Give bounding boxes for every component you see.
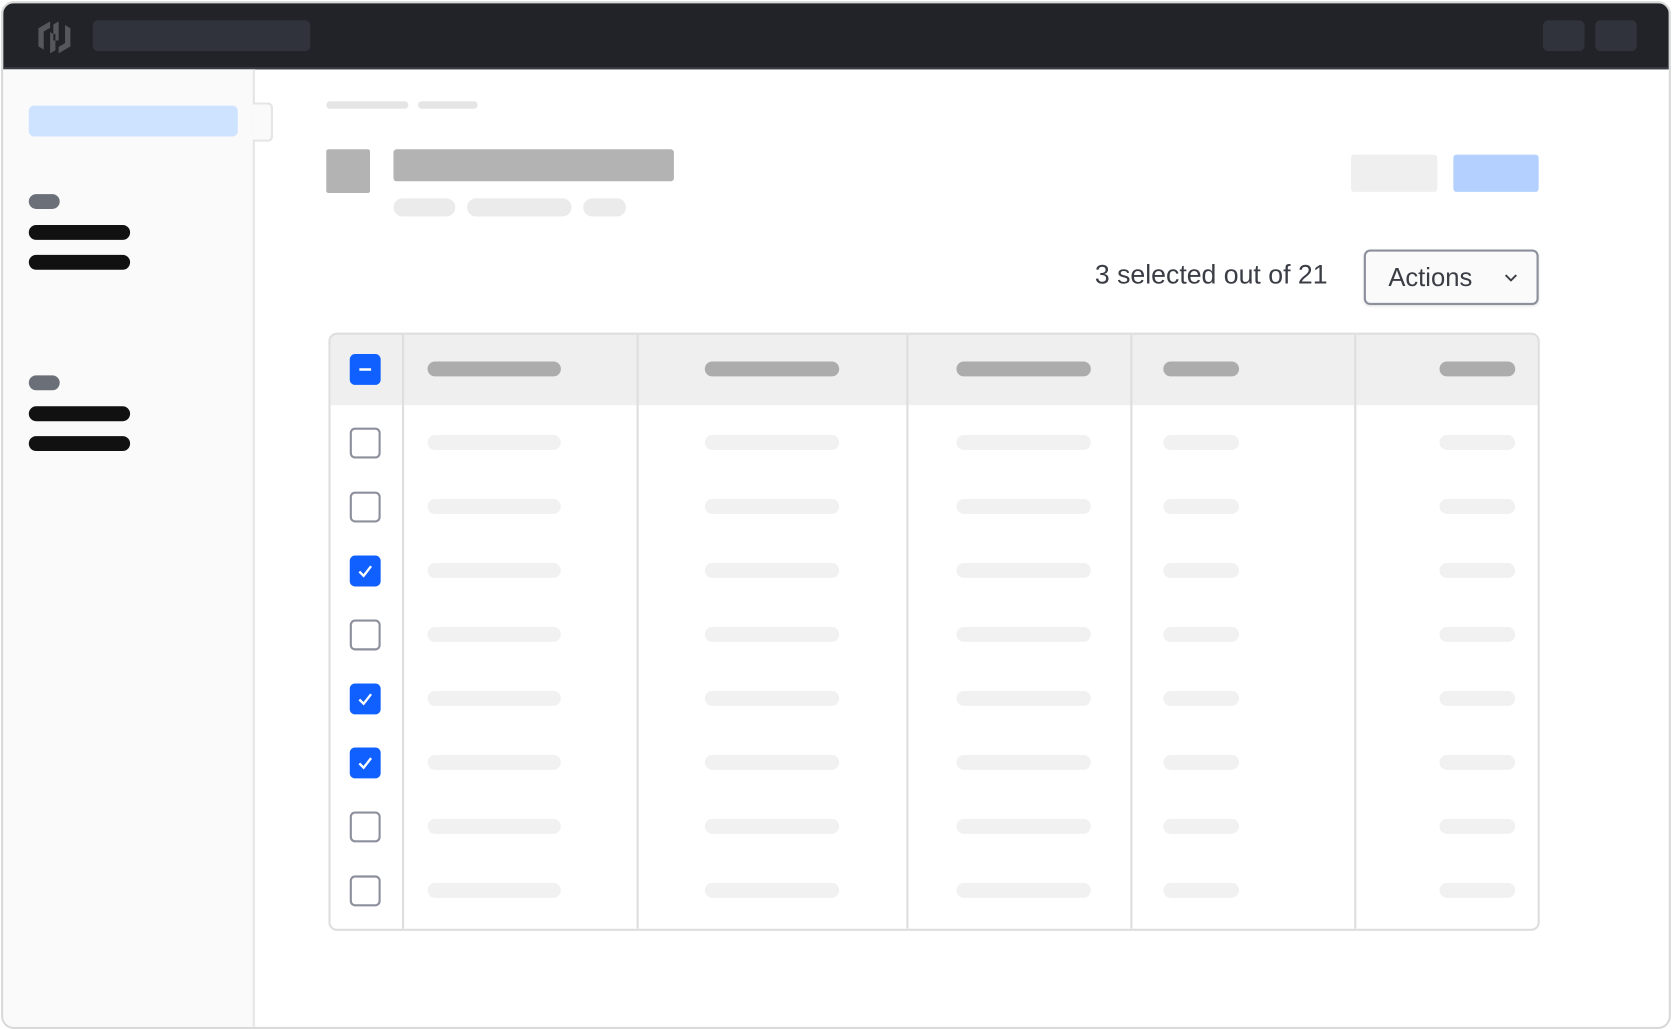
sidebar-collapse-handle[interactable] <box>252 102 273 142</box>
row-checkbox[interactable] <box>349 747 381 779</box>
actions-dropdown[interactable]: Actions <box>1363 249 1539 305</box>
table-cell <box>1163 499 1240 514</box>
table-cell <box>704 690 840 706</box>
table-cell <box>956 435 1091 450</box>
table-cell <box>956 499 1091 514</box>
breadcrumb-item[interactable] <box>326 101 409 109</box>
column-divider <box>1130 334 1133 929</box>
table-cell <box>956 818 1091 834</box>
column-header[interactable] <box>1163 361 1240 377</box>
column-divider <box>1354 334 1357 929</box>
table-cell <box>1439 626 1516 642</box>
sidebar-item-active[interactable] <box>28 105 238 137</box>
table-cell <box>704 754 840 770</box>
page-title <box>393 149 674 182</box>
breadcrumb-item[interactable] <box>417 101 478 109</box>
table-cell <box>1439 818 1516 834</box>
page-icon <box>326 149 371 194</box>
table-cell <box>427 435 561 450</box>
column-header[interactable] <box>704 361 840 377</box>
table-cell <box>704 563 840 578</box>
check-icon <box>358 693 372 706</box>
table-cell <box>704 626 840 642</box>
table-cell <box>956 563 1091 578</box>
table-cell <box>427 818 561 834</box>
row-checkbox[interactable] <box>349 875 381 907</box>
sidebar-item[interactable] <box>28 254 131 270</box>
page-badge <box>393 198 456 217</box>
row-checkbox[interactable] <box>349 811 381 843</box>
column-divider <box>401 334 405 929</box>
table-cell <box>1439 499 1516 514</box>
column-divider <box>906 334 909 929</box>
table-cell <box>956 626 1091 642</box>
table-cell <box>956 690 1091 706</box>
table-cell <box>1163 754 1240 770</box>
selection-count: 3 selected out of 21 <box>1094 260 1328 291</box>
table-cell <box>1163 818 1240 834</box>
row-checkbox[interactable] <box>349 427 381 459</box>
data-table <box>328 332 1540 931</box>
search-bar[interactable] <box>92 20 311 52</box>
table-cell <box>956 882 1091 898</box>
column-header[interactable] <box>956 361 1091 377</box>
table-cell <box>704 435 840 450</box>
table-cell <box>1163 882 1240 898</box>
actions-label: Actions <box>1388 263 1473 293</box>
table-cell <box>1163 690 1240 706</box>
table-cell <box>1439 754 1516 770</box>
table-cell <box>1163 563 1240 578</box>
minus-icon <box>359 368 372 371</box>
table-cell <box>1439 435 1516 450</box>
select-all-checkbox[interactable] <box>349 354 381 385</box>
check-icon <box>358 565 372 578</box>
table-cell <box>956 754 1091 770</box>
row-checkbox[interactable] <box>349 683 381 715</box>
top-bar <box>3 3 1669 70</box>
column-header[interactable] <box>1439 361 1516 377</box>
check-icon <box>358 757 372 770</box>
column-divider <box>636 334 639 929</box>
page-badge <box>467 198 572 217</box>
hashicorp-logo-icon[interactable] <box>35 18 73 56</box>
table-cell <box>1439 563 1516 578</box>
secondary-button[interactable] <box>1351 154 1438 192</box>
table-cell <box>427 882 561 898</box>
sidebar-item[interactable] <box>28 406 131 422</box>
table-cell <box>704 818 840 834</box>
sidebar-section-heading <box>28 375 60 391</box>
row-checkbox[interactable] <box>349 619 381 651</box>
table-cell <box>704 882 840 898</box>
topbar-button-2[interactable] <box>1595 20 1637 52</box>
page-badge <box>583 198 626 217</box>
sidebar-item[interactable] <box>28 436 131 452</box>
table-cell <box>1163 626 1240 642</box>
topbar-button-1[interactable] <box>1542 20 1585 52</box>
table-cell <box>427 754 561 770</box>
chevron-down-icon <box>1504 274 1517 282</box>
sidebar <box>3 69 255 1027</box>
table-cell <box>427 690 561 706</box>
table-cell <box>427 563 561 578</box>
row-checkbox[interactable] <box>349 491 381 523</box>
table-cell <box>704 499 840 514</box>
table-cell <box>1439 882 1516 898</box>
sidebar-section-heading <box>28 194 60 209</box>
column-header[interactable] <box>427 361 561 377</box>
table-cell <box>1439 690 1516 706</box>
row-checkbox[interactable] <box>349 555 381 587</box>
table-cell <box>427 499 561 514</box>
sidebar-item[interactable] <box>28 224 131 240</box>
primary-button[interactable] <box>1453 154 1539 192</box>
table-cell <box>1163 435 1240 450</box>
table-cell <box>427 626 561 642</box>
